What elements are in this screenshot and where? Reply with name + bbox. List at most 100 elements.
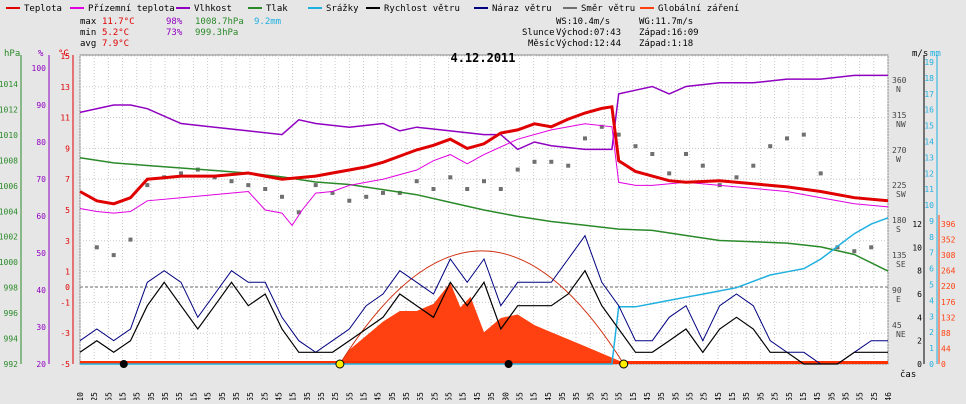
wind-dir-cardinal-label: SE	[896, 260, 906, 269]
wind-direction-point	[532, 159, 537, 164]
radiation-tick-label: 132	[941, 313, 956, 322]
temp-tick-label: 9	[65, 144, 70, 153]
humidity-tick-label: 70	[36, 175, 46, 184]
temp-tick-label: 13	[60, 83, 70, 92]
sunset-info: Západ:16:09	[639, 28, 699, 38]
ground-temperature-line	[79, 123, 889, 227]
wind-direction-point	[785, 136, 789, 141]
moon-info-label: Měsíc	[528, 39, 555, 49]
rain-tick-label: 15	[924, 122, 934, 131]
rain-tick-label: 0	[929, 360, 934, 369]
wind-direction-point	[296, 210, 301, 215]
wind-dir-degree-label: 135	[892, 251, 907, 260]
x-tick-label: 12:30	[501, 392, 510, 400]
night-radiation-baseline	[80, 361, 888, 364]
x-tick-label: 12:05	[487, 392, 496, 400]
x-tick-label: 09:05	[388, 392, 397, 400]
x-tick-label: 12:55	[515, 392, 524, 400]
wind-direction-point	[751, 163, 756, 168]
stats-temperature: 11.7°C	[102, 17, 135, 27]
x-tick-label: 20:25	[771, 392, 780, 400]
x-tick-label: 21:15	[799, 392, 808, 400]
wind-dir-degree-label: 270	[892, 146, 907, 155]
hpa-tick-label: 992	[4, 360, 19, 369]
global-radiation-area	[339, 282, 626, 364]
x-tick-label: 13:15	[530, 392, 539, 400]
x-tick-label: 06:35	[303, 392, 312, 400]
wind-dir-cardinal-label: NE	[896, 330, 906, 339]
wind-speed-tick-label: 8	[917, 267, 922, 276]
rain-tick-label: 17	[924, 90, 934, 99]
rain-tick-label: 7	[929, 249, 934, 258]
x-tick-label: 10:55	[445, 392, 454, 400]
wind-direction-point	[498, 187, 503, 191]
x-tick-label: 21:45	[813, 392, 822, 400]
wind-speed-tick-label: 2	[917, 337, 922, 346]
x-tick-label: 18:45	[714, 392, 723, 400]
hpa-tick-label: 1004	[0, 207, 18, 216]
x-tick-label: 03:15	[189, 392, 198, 400]
x-tick-label: 05:45	[274, 392, 283, 400]
stats-pressure: 999.3hPa	[195, 28, 238, 38]
moonset-marker	[119, 360, 128, 368]
temp-tick-label: 3	[65, 237, 70, 246]
wind-direction-point	[768, 144, 773, 149]
rain-tick-label: 3	[929, 312, 934, 321]
radiation-tick-label: 352	[941, 236, 956, 245]
stats-humidity: 73%	[166, 28, 183, 38]
temp-tick-label: -5	[60, 360, 70, 369]
legend-label: Srážky	[326, 4, 359, 14]
humidity-tick-label: 40	[36, 286, 46, 295]
hpa-tick-label: 994	[4, 335, 19, 344]
wind-direction-point	[801, 132, 806, 137]
x-tick-label: 18:25	[700, 392, 709, 400]
wind-direction-point	[448, 175, 453, 180]
x-tick-label: 23:25	[870, 392, 879, 400]
hpa-tick-label: 1012	[0, 105, 18, 114]
x-tick-label: 04:55	[246, 392, 255, 400]
x-tick-label: 16:15	[629, 392, 638, 400]
wind-gust-line	[79, 234, 888, 365]
x-tick-label: 00:25	[90, 392, 99, 400]
x-tick-label: 15:25	[600, 392, 609, 400]
wind-direction-point	[330, 190, 335, 195]
wind-direction-point	[94, 245, 99, 250]
rain-line	[80, 217, 889, 365]
rain-tick-label: 1	[929, 344, 934, 353]
rain-tick-label: 9	[929, 217, 934, 226]
hpa-tick-label: 1002	[0, 233, 18, 242]
x-tick-label: 17:05	[657, 392, 666, 400]
legend-label: Vlhkost	[194, 4, 232, 14]
hpa-tick-label: 1000	[0, 258, 18, 267]
x-tick-label: 16:45	[643, 392, 652, 400]
radiation-tick-label: 308	[941, 251, 956, 260]
radiation-tick-label: 264	[941, 267, 956, 276]
x-tick-label: 11:45	[473, 392, 482, 400]
wind-direction-point	[229, 179, 234, 184]
temp-tick-label: 1	[65, 268, 70, 277]
x-tick-label: 00:55	[104, 392, 113, 400]
x-tick-label: 01:15	[119, 392, 128, 400]
humidity-tick-label: 20	[36, 360, 46, 369]
stats-temperature: 7.9°C	[102, 39, 129, 49]
sun-info-label: Slunce	[522, 28, 555, 38]
x-tick-label: 01:35	[133, 392, 142, 400]
wind-dir-cardinal-label: N	[896, 85, 901, 94]
wind-direction-point	[650, 152, 655, 156]
humidity-tick-label: 30	[36, 323, 46, 332]
chart-title: 4.12.2011	[450, 51, 515, 65]
wind-dir-cardinal-label: S	[896, 225, 901, 234]
wind-direction-point	[852, 249, 857, 254]
wind-dir-degree-label: 180	[892, 216, 907, 225]
stats-pressure: 1008.7hPa	[195, 17, 244, 27]
hpa-tick-label: 1014	[0, 80, 18, 89]
moonrise-info: Východ:12:44	[556, 39, 621, 49]
rain-tick-label: 2	[929, 328, 934, 337]
wind-direction-point	[734, 175, 739, 180]
x-tick-label: 10:25	[430, 392, 439, 400]
wind-direction-point	[818, 171, 823, 176]
legend-label: Rychlost větru	[384, 4, 460, 14]
rain-tick-label: 13	[924, 153, 934, 162]
wind-speed-tick-label: 4	[917, 313, 922, 322]
